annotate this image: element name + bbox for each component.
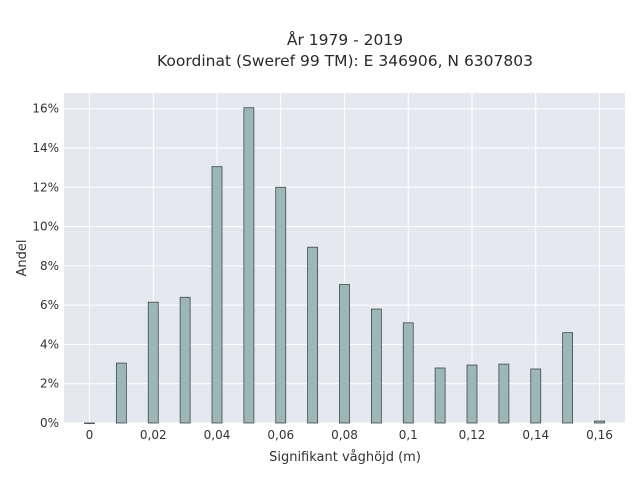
x-tick-label: 0,16 (586, 428, 613, 442)
y-tick-label: 2% (40, 377, 59, 391)
bar (530, 368, 542, 424)
x-tick-label: 0 (86, 428, 94, 442)
chart-title: År 1979 - 2019 Koordinat (Sweref 99 TM):… (157, 30, 533, 70)
y-tick-label: 16% (32, 102, 59, 116)
bar (179, 296, 191, 424)
bar (466, 364, 478, 424)
bar (562, 332, 574, 424)
x-tick-label: 0,02 (140, 428, 167, 442)
bar (307, 246, 319, 424)
x-axis-title: Signifikant våghöjd (m) (269, 450, 421, 465)
bar (402, 322, 414, 424)
bar (115, 362, 127, 424)
x-tick-label: 0,12 (459, 428, 486, 442)
bar (594, 420, 605, 424)
bar (84, 422, 95, 424)
y-tick-label: 14% (32, 141, 59, 155)
y-tick-label: 6% (40, 298, 59, 312)
bar (370, 308, 382, 424)
bar (243, 107, 255, 424)
bar (434, 367, 446, 424)
y-tick-label: 12% (32, 180, 59, 194)
bar (147, 301, 159, 424)
bar (339, 284, 350, 424)
bar (211, 166, 223, 424)
y-axis-ticks: 0% 2% 4% 6% 8% 10% 12% 14% 16% (32, 102, 59, 430)
y-tick-label: 0% (40, 416, 59, 430)
chart-title-line-1: År 1979 - 2019 (287, 30, 403, 49)
x-tick-label: 0,14 (522, 428, 549, 442)
bars (84, 107, 605, 424)
x-tick-label: 0,1 (399, 428, 418, 442)
y-axis-title: Andel (15, 240, 30, 277)
x-tick-label: 0,08 (331, 428, 358, 442)
x-axis-ticks: 0 0,02 0,04 0,06 0,08 0,1 0,12 0,14 0,16 (86, 428, 613, 442)
bar (498, 363, 510, 424)
x-tick-label: 0,06 (267, 428, 294, 442)
chart-title-line-2: Koordinat (Sweref 99 TM): E 346906, N 63… (157, 52, 533, 70)
y-tick-label: 4% (40, 337, 59, 351)
y-tick-label: 8% (40, 259, 59, 273)
bar (275, 186, 287, 424)
y-tick-label: 10% (32, 220, 59, 234)
x-tick-label: 0,04 (204, 428, 231, 442)
